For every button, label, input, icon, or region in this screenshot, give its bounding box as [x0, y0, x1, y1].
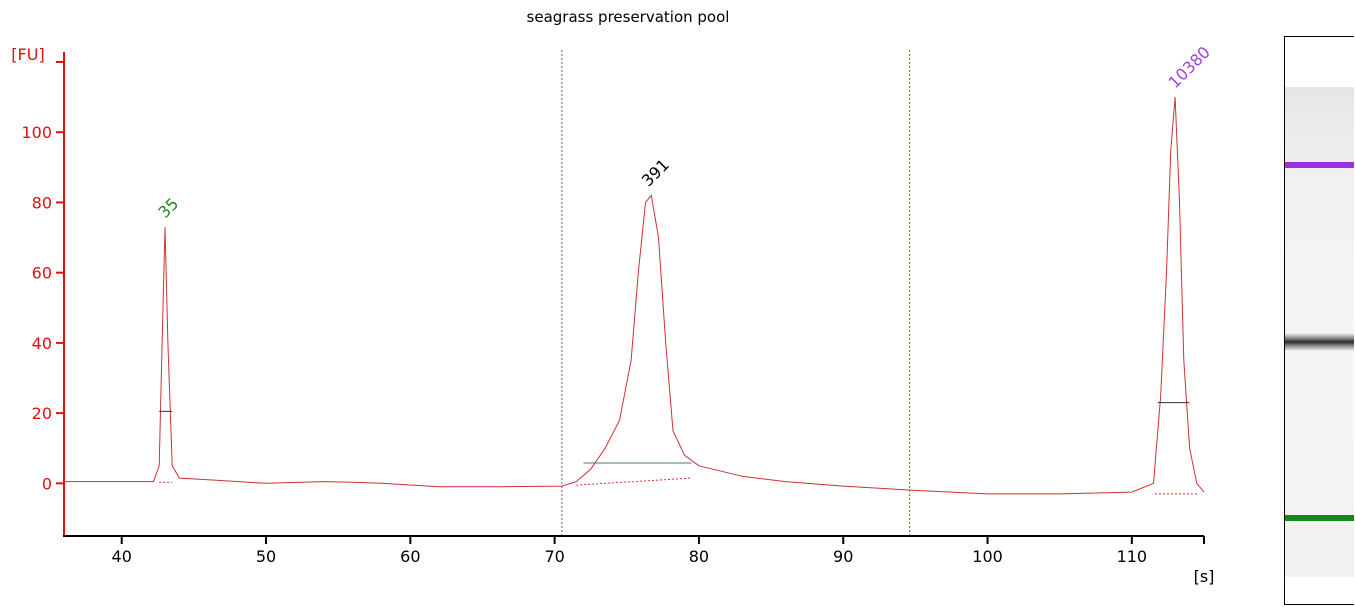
peak-label: 35	[154, 194, 182, 222]
gel-lane	[1285, 87, 1354, 577]
peak-label: 391	[638, 155, 673, 190]
y-tick-label: 0	[42, 474, 52, 493]
electropherogram-chart: seagrass preservation pool [FU] [s] 35 39…	[11, 8, 1215, 586]
y-tick-label: 80	[32, 193, 52, 212]
x-tick-label: 80	[689, 547, 709, 566]
x-tick-label: 60	[400, 547, 420, 566]
gel-image	[1284, 36, 1354, 605]
axes: 0 20 40 60 80 100 40 50 60 70 80 90 100 110	[21, 52, 1205, 566]
x-tick-label: 90	[833, 547, 853, 566]
x-tick-label: 100	[972, 547, 1003, 566]
gel-band	[1285, 515, 1354, 522]
y-tick-label: 100	[21, 123, 52, 142]
x-tick-label: 40	[112, 547, 132, 566]
gel-band	[1285, 332, 1354, 351]
gel-band	[1285, 162, 1354, 169]
trace-line	[64, 97, 1205, 495]
y-tick-label: 60	[32, 264, 52, 283]
chart-title: seagrass preservation pool	[527, 8, 730, 26]
x-tick-label: 110	[1117, 547, 1148, 566]
region-markers	[159, 402, 1190, 464]
x-tick-label: 50	[256, 547, 276, 566]
peak-label: 10380	[1165, 43, 1214, 92]
peak-baseline	[576, 477, 692, 486]
peak-labels: 35 391 10380	[154, 43, 1214, 222]
y-axis-unit-label: [FU]	[11, 45, 44, 64]
region-dividers	[561, 50, 911, 536]
peak-baselines	[159, 477, 1199, 495]
x-tick-label: 70	[544, 547, 564, 566]
y-tick-label: 40	[32, 334, 52, 353]
y-tick-label: 20	[32, 404, 52, 423]
x-axis-unit-label: [s]	[1194, 567, 1215, 586]
trace-series	[64, 97, 1205, 495]
